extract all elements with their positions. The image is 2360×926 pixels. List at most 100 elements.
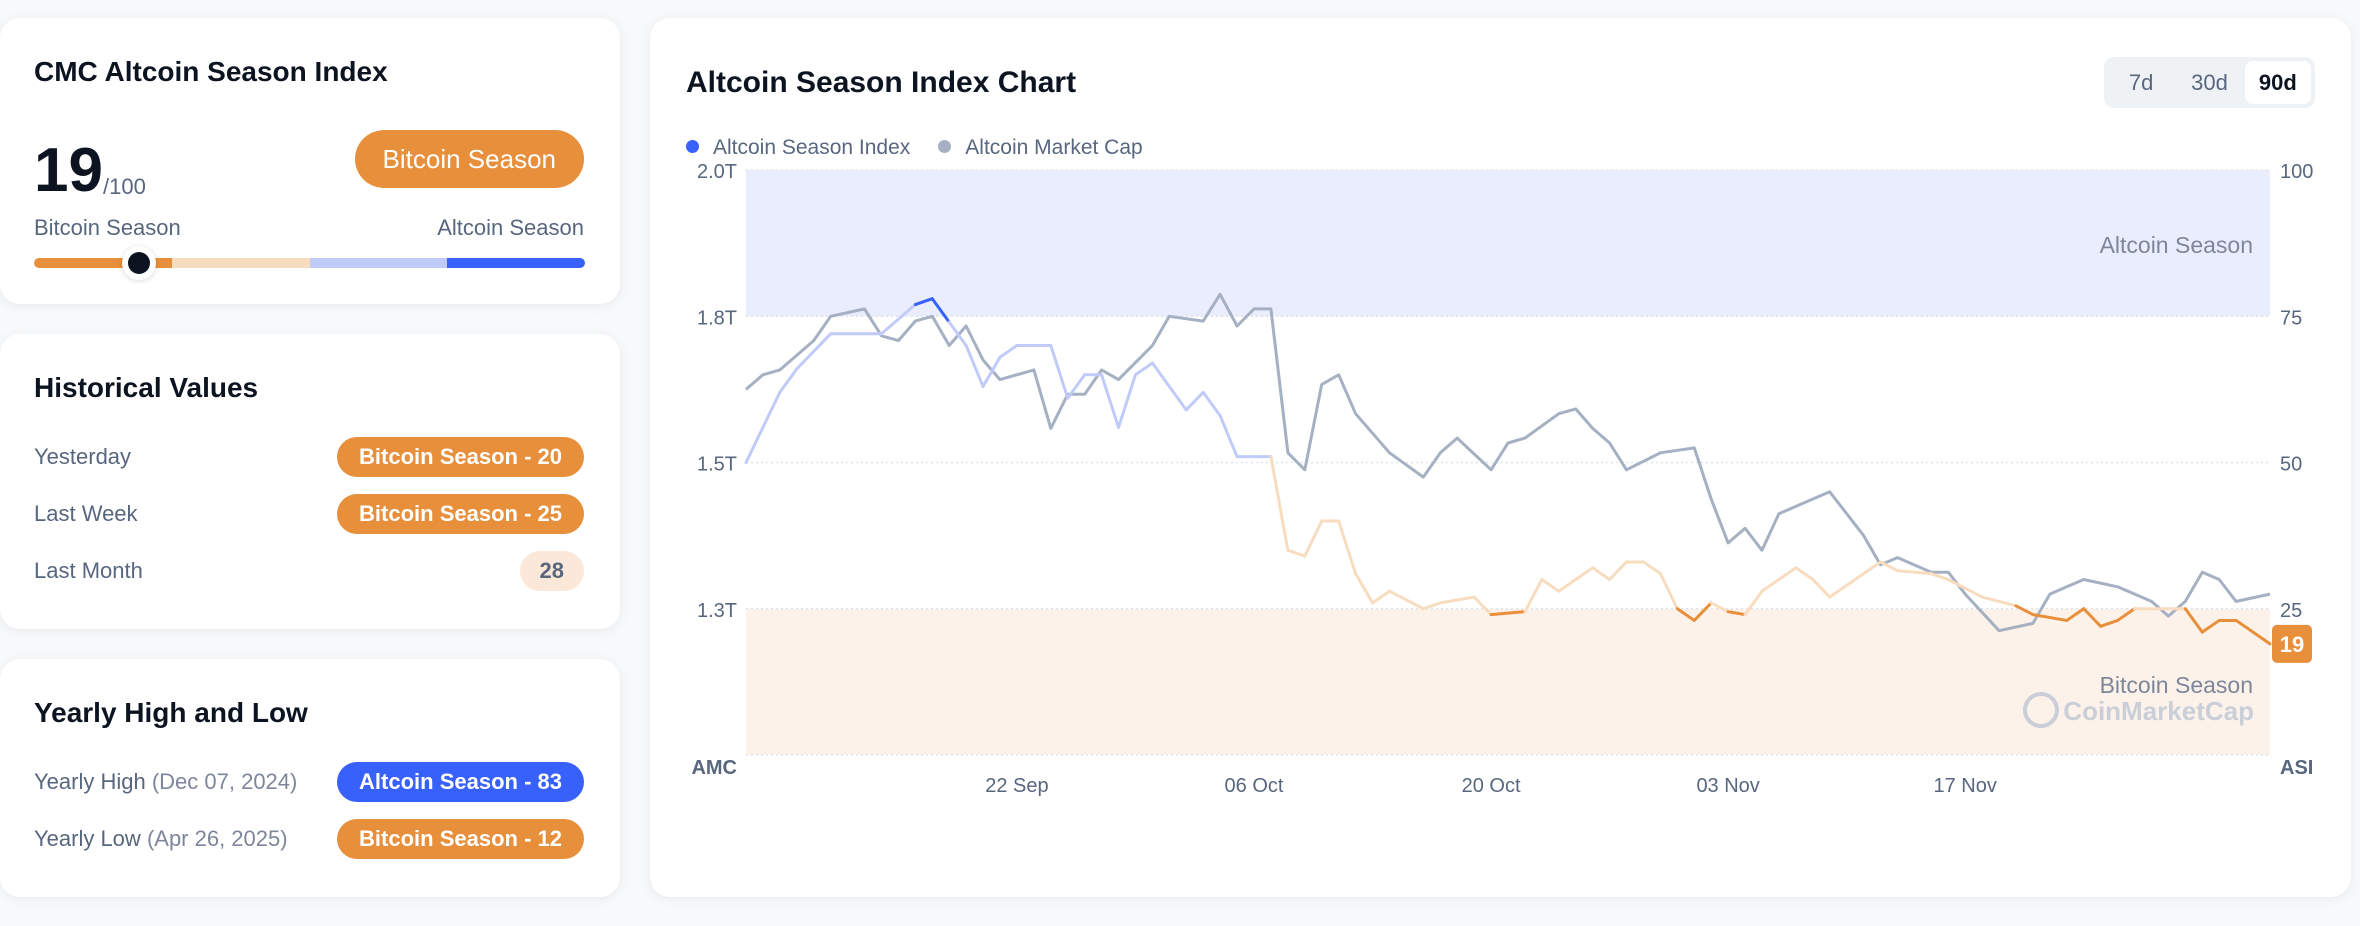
index-line-segment bbox=[2200, 618, 2221, 634]
index-line-segment bbox=[1845, 560, 1883, 587]
yearly-high-label: Yearly High (Dec 07, 2024) bbox=[34, 769, 297, 795]
bitcoin-season-zone bbox=[746, 608, 2270, 755]
index-line-segment bbox=[1049, 344, 1070, 400]
yearly-low-text: Yearly Low bbox=[34, 826, 141, 851]
scale-left-label: Bitcoin Season bbox=[34, 215, 181, 240]
index-card-title: CMC Altcoin Season Index bbox=[34, 56, 388, 87]
index-line-segment bbox=[1117, 373, 1137, 429]
current-value-badge bbox=[2272, 624, 2312, 663]
x-axis-tick: 22 Sep bbox=[985, 775, 1048, 797]
period-30d-button[interactable]: 30d bbox=[2191, 70, 2228, 95]
period-toggle: 7d 30d 90d bbox=[2104, 57, 2315, 108]
index-line-segment bbox=[1133, 361, 1154, 377]
index-line-segment bbox=[1540, 578, 1561, 593]
season-scale-bar bbox=[34, 258, 585, 268]
historical-value-last-week: Bitcoin Season - 25 bbox=[337, 494, 584, 534]
index-line-segment bbox=[1641, 560, 1662, 576]
index-line-segment bbox=[1591, 566, 1612, 581]
yearly-low-value: Bitcoin Season - 12 bbox=[337, 819, 584, 859]
historical-value-last-month: 28 bbox=[519, 551, 584, 591]
index-line-segment bbox=[998, 344, 1019, 359]
index-line-segment bbox=[981, 355, 1002, 388]
index-line-segment bbox=[2082, 607, 2103, 628]
coinmarketcap-logo-icon bbox=[2023, 692, 2059, 728]
index-line-segment bbox=[1100, 373, 1121, 429]
legend-dot-icon bbox=[938, 139, 952, 153]
x-axis-tick: 20 Oct bbox=[1462, 775, 1521, 797]
x-axis-tick: 17 Nov bbox=[1934, 775, 1997, 797]
chart-card: Altcoin Season Index Chart 7d 30d 90d Al… bbox=[650, 18, 2351, 897]
index-line-segment bbox=[1895, 569, 1933, 576]
index-line-segment bbox=[1709, 601, 1730, 614]
legend-item-market-cap[interactable]: Altcoin Market Cap bbox=[938, 136, 1143, 160]
right-axis-tick: 50 bbox=[2280, 454, 2302, 476]
index-line-segment bbox=[1828, 583, 1849, 599]
left-axis-tick: 2.0T bbox=[697, 161, 737, 183]
right-axis-label: ASI bbox=[2280, 757, 2313, 779]
index-line-segment bbox=[1184, 390, 1205, 412]
index-line-segment bbox=[1574, 566, 1595, 581]
altcoin-index-card: CMC Altcoin Season Index 19 /100 Bitcoin… bbox=[0, 18, 620, 304]
legend-label-index: Altcoin Season Index bbox=[713, 136, 911, 159]
index-line-segment bbox=[1387, 589, 1425, 611]
index-line-segment bbox=[2251, 630, 2272, 646]
index-line-segment bbox=[1608, 560, 1629, 581]
left-axis-tick: 1.5T bbox=[697, 454, 737, 476]
index-line-segment bbox=[1201, 390, 1222, 418]
chart-legend: Altcoin Season Index Altcoin Market Cap bbox=[686, 136, 1143, 160]
index-line-segment bbox=[964, 344, 985, 388]
index-line-segment bbox=[2031, 613, 2069, 622]
index-line-segment bbox=[913, 297, 934, 307]
right-axis-tick: 25 bbox=[2280, 600, 2302, 622]
index-line-segment bbox=[1303, 519, 1324, 558]
index-line-segment bbox=[1726, 610, 1747, 617]
index-line-segment bbox=[1066, 373, 1087, 400]
yearly-title: Yearly High and Low bbox=[34, 697, 308, 728]
yearly-low-label: Yearly Low (Apr 26, 2025) bbox=[34, 826, 288, 852]
scale-right-label: Altcoin Season bbox=[437, 215, 584, 240]
chart-title: Altcoin Season Index Chart bbox=[686, 66, 1077, 99]
historical-title: Historical Values bbox=[34, 372, 259, 403]
index-line-segment bbox=[1286, 548, 1307, 558]
index-line-segment bbox=[1523, 578, 1544, 614]
index-line-segment bbox=[778, 367, 799, 394]
yearly-high-value: Altcoin Season - 83 bbox=[337, 762, 584, 802]
index-line-segment bbox=[2116, 607, 2137, 622]
index-line-segment bbox=[1658, 572, 1679, 611]
index-line-segment bbox=[1879, 560, 1899, 573]
left-axis-tick: 1.3T bbox=[697, 600, 737, 622]
index-line-segment bbox=[1946, 578, 1984, 599]
historical-value-yesterday: Bitcoin Season - 20 bbox=[337, 437, 584, 477]
index-line-segment bbox=[1777, 566, 1798, 581]
period-90d-button[interactable]: 90d bbox=[2244, 61, 2311, 104]
season-status-badge: Bitcoin Season bbox=[354, 130, 584, 188]
period-7d-button[interactable]: 7d bbox=[2128, 70, 2154, 95]
season-index-chart[interactable]: 100 2.0T 75 1.8T 50 1.5T 25 1.3T AMC ASI 22 Sep 06 … bbox=[650, 18, 2351, 897]
index-line-segment bbox=[1472, 595, 1493, 617]
index-line-segment bbox=[2014, 604, 2035, 617]
index-line-segment bbox=[1760, 578, 1781, 593]
altcoin-season-zone bbox=[746, 170, 2270, 317]
market-cap-line bbox=[745, 292, 2271, 633]
index-line-segment bbox=[2234, 618, 2255, 634]
yearly-high-date: (Dec 07, 2024) bbox=[151, 769, 298, 794]
index-line-segment bbox=[744, 390, 782, 464]
coinmarketcap-watermark: CoinMarketCap bbox=[2063, 696, 2254, 726]
altcoin-zone-label: Altcoin Season bbox=[2100, 232, 2253, 258]
yearly-high-text: Yearly High bbox=[34, 769, 146, 794]
legend-item-index[interactable]: Altcoin Season Index bbox=[686, 136, 910, 160]
historical-values-card: Historical Values Yesterday Bitcoin Seas… bbox=[0, 334, 620, 629]
legend-label-market-cap: Altcoin Market Cap bbox=[965, 136, 1143, 159]
index-line-segment bbox=[1980, 595, 2018, 608]
index-line-segment bbox=[1371, 589, 1391, 605]
index-line-segment bbox=[1811, 578, 1832, 599]
index-line-segment bbox=[1743, 589, 1764, 617]
index-line-segment bbox=[930, 297, 951, 324]
index-line-segment bbox=[1692, 601, 1713, 622]
index-line-segment bbox=[1489, 610, 1527, 617]
bitcoin-zone-label: Bitcoin Season bbox=[2100, 672, 2253, 698]
index-line-segment bbox=[2099, 618, 2120, 628]
scale-indicator-knob bbox=[121, 246, 156, 280]
yearly-low-date: (Apr 26, 2025) bbox=[146, 826, 288, 851]
index-line-segment bbox=[1557, 578, 1578, 593]
